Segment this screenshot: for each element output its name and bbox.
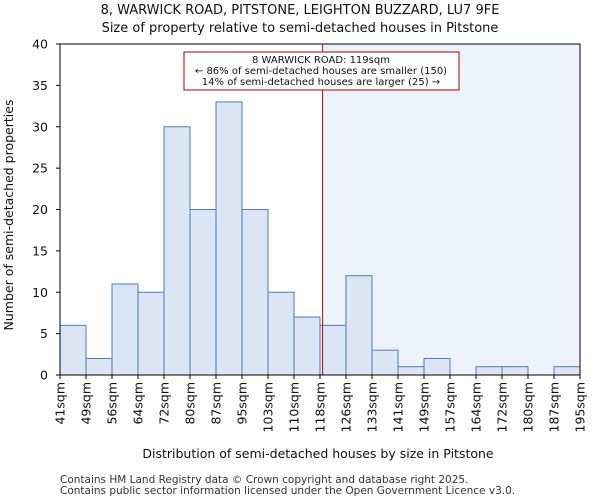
bar-49sqm [85, 357, 113, 376]
bar-95sqm [241, 209, 269, 376]
x-tick-label: 49sqm [79, 382, 94, 425]
bar-187sqm [553, 366, 581, 376]
annotation-border [183, 51, 460, 91]
x-tick-label: 80sqm [183, 382, 198, 425]
bar-103sqm [267, 291, 295, 376]
x-tick-label: 187sqm [547, 382, 562, 432]
x-tick-label: 133sqm [365, 382, 380, 432]
y-tick-label: 5 [40, 326, 48, 341]
bar-118sqm [319, 324, 347, 376]
bar-141sqm [397, 366, 425, 376]
x-tick-label: 41sqm [53, 382, 68, 425]
x-tick-label: 157sqm [443, 382, 458, 432]
bar-110sqm [293, 316, 321, 376]
y-axis-label: Number of semi-detached properties [1, 100, 16, 331]
x-tick-label: 103sqm [261, 382, 276, 432]
bar-133sqm [371, 349, 399, 376]
annotation-line-3: 14% of semi-detached houses are larger (… [202, 77, 440, 88]
bar-126sqm [345, 275, 373, 376]
x-tick-label: 126sqm [339, 382, 354, 432]
plot-frame [59, 43, 581, 376]
y-tick-label: 0 [40, 368, 48, 383]
x-axis-label: Distribution of semi-detached houses by … [142, 446, 494, 461]
bar-87sqm [215, 101, 243, 376]
x-tick-label: 164sqm [469, 382, 484, 432]
bar-149sqm [423, 357, 451, 376]
x-tick-label: 56sqm [105, 382, 120, 425]
chart-subtitle: Size of property relative to semi-detach… [102, 21, 499, 36]
x-tick-label: 110sqm [287, 382, 302, 432]
y-tick-label: 15 [32, 243, 48, 258]
annotation-line-1: 8 WARWICK ROAD: 119sqm [252, 55, 390, 66]
x-axis-ticks: 41sqm 49sqm 56sqm 64sqm 72sqm 80sqm 87sqm 95sqm… [53, 375, 588, 432]
x-tick-label: 195sqm [573, 382, 588, 432]
x-tick-label: 87sqm [209, 382, 224, 425]
x-tick-label: 149sqm [417, 382, 432, 432]
y-tick-label: 10 [32, 285, 48, 300]
y-axis-ticks: 0 5 10 15 20 25 30 35 40 [32, 37, 60, 383]
annotation-line-2: ← 86% of semi-detached houses are smalle… [195, 66, 447, 77]
x-tick-label: 64sqm [131, 382, 146, 425]
y-tick-label: 25 [32, 161, 48, 176]
y-tick-label: 35 [32, 78, 48, 93]
bar-56sqm [111, 283, 139, 376]
bar-80sqm [189, 209, 217, 376]
x-tick-label: 72sqm [157, 382, 172, 425]
bar-64sqm [137, 291, 165, 376]
y-tick-label: 40 [32, 37, 48, 52]
y-tick-label: 30 [32, 119, 48, 134]
chart-title: 8, WARWICK ROAD, PITSTONE, LEIGHTON BUZZ… [101, 3, 500, 18]
annotation-box: 8 WARWICK ROAD: 119sqm ← 86% of semi-det… [183, 51, 460, 91]
x-tick-label: 180sqm [521, 382, 536, 432]
bar-172sqm [501, 366, 529, 376]
x-tick-label: 141sqm [391, 382, 406, 432]
bar-164sqm [475, 366, 503, 376]
bar-41sqm [59, 324, 87, 376]
bar-72sqm [163, 126, 191, 376]
footer-line-1: Contains HM Land Registry data © Crown c… [60, 474, 468, 486]
x-tick-label: 172sqm [495, 382, 510, 432]
x-tick-label: 95sqm [235, 382, 250, 425]
y-tick-label: 20 [32, 202, 48, 217]
footer-line-2: Contains public sector information licen… [60, 485, 515, 497]
x-tick-label: 118sqm [313, 382, 328, 432]
bars-group [59, 101, 581, 376]
